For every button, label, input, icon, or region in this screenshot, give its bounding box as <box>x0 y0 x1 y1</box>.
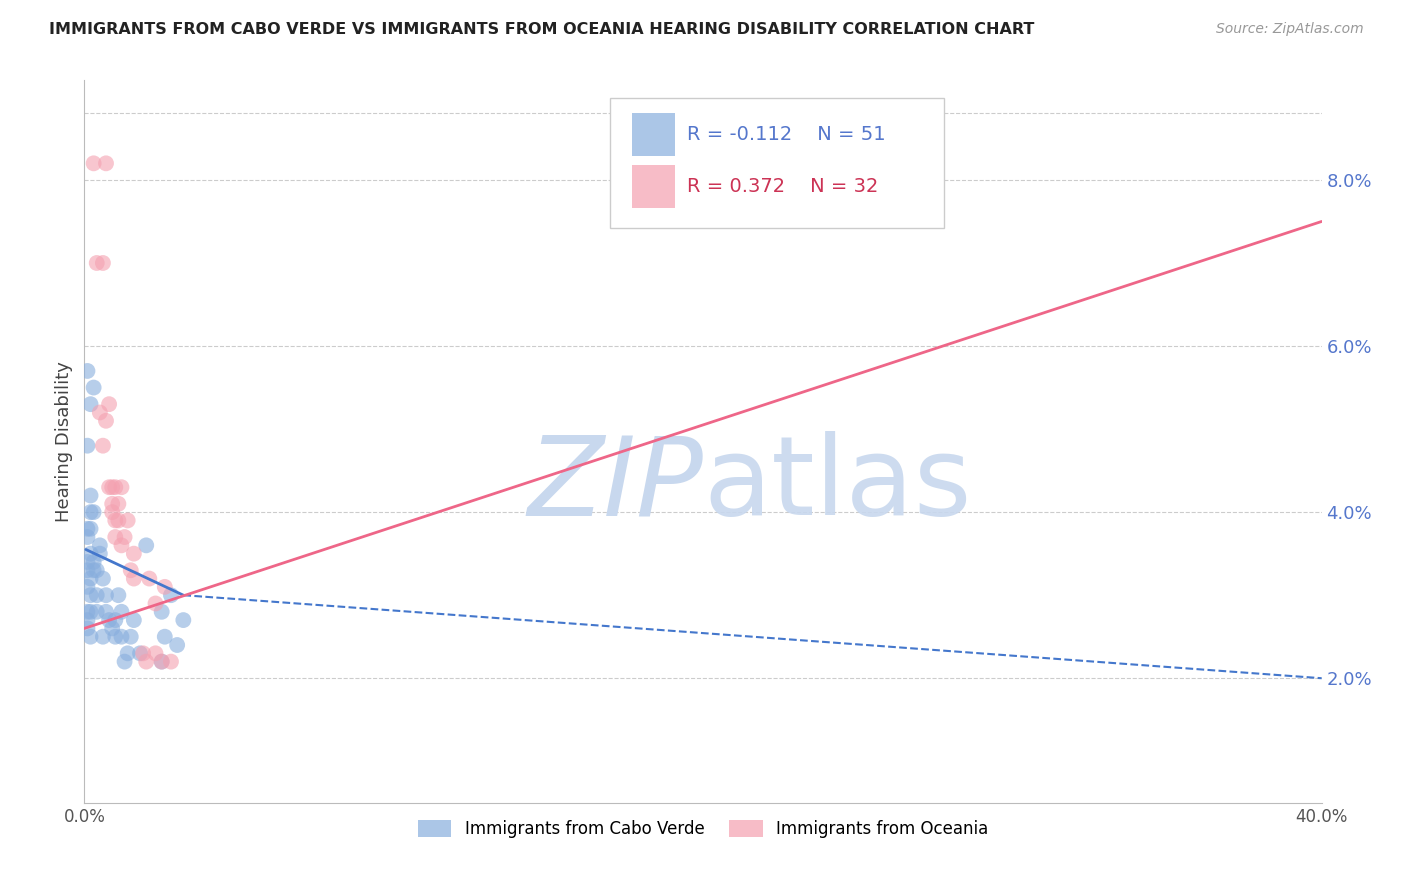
Text: R = -0.112    N = 51: R = -0.112 N = 51 <box>688 125 886 144</box>
Point <box>122 613 145 627</box>
Point <box>86 605 108 619</box>
Point <box>166 638 188 652</box>
Point <box>153 630 176 644</box>
Point <box>79 605 101 619</box>
Point <box>83 156 105 170</box>
Point <box>107 497 129 511</box>
Text: ZIP: ZIP <box>527 432 703 539</box>
Point <box>91 439 114 453</box>
Point <box>122 547 145 561</box>
Point <box>120 630 142 644</box>
Text: IMMIGRANTS FROM CABO VERDE VS IMMIGRANTS FROM OCEANIA HEARING DISABILITY CORRELA: IMMIGRANTS FROM CABO VERDE VS IMMIGRANTS… <box>49 22 1035 37</box>
Text: Source: ZipAtlas.com: Source: ZipAtlas.com <box>1216 22 1364 37</box>
Point <box>135 655 157 669</box>
Point <box>101 505 124 519</box>
Point <box>76 621 98 635</box>
Point <box>86 256 108 270</box>
Point <box>129 646 152 660</box>
Point <box>145 646 167 660</box>
Point <box>76 605 98 619</box>
Point <box>79 588 101 602</box>
Point <box>160 588 183 602</box>
Point <box>76 522 98 536</box>
Point <box>110 630 132 644</box>
Point <box>83 380 105 394</box>
Point <box>172 613 194 627</box>
Point <box>94 156 117 170</box>
Point <box>76 555 98 569</box>
Point <box>76 530 98 544</box>
FancyBboxPatch shape <box>610 98 945 228</box>
Point <box>114 530 136 544</box>
Point <box>98 613 121 627</box>
Point <box>98 397 121 411</box>
Point <box>104 613 127 627</box>
Point <box>91 630 114 644</box>
FancyBboxPatch shape <box>633 113 675 156</box>
Point <box>110 605 132 619</box>
Point <box>79 547 101 561</box>
Point <box>117 646 139 660</box>
Point <box>83 505 105 519</box>
Point <box>101 497 124 511</box>
Point <box>101 480 124 494</box>
Point <box>107 588 129 602</box>
Point <box>104 530 127 544</box>
Point <box>145 597 167 611</box>
Point <box>89 547 111 561</box>
Point <box>160 655 183 669</box>
Point <box>98 480 121 494</box>
Point <box>114 655 136 669</box>
Point <box>104 480 127 494</box>
Point <box>91 572 114 586</box>
Point <box>83 555 105 569</box>
FancyBboxPatch shape <box>633 165 675 208</box>
Point <box>110 480 132 494</box>
Y-axis label: Hearing Disability: Hearing Disability <box>55 361 73 522</box>
Point <box>101 621 124 635</box>
Point <box>79 489 101 503</box>
Point <box>150 605 173 619</box>
Point <box>150 655 173 669</box>
Point <box>79 630 101 644</box>
Point <box>76 563 98 577</box>
Point <box>104 513 127 527</box>
Point <box>76 580 98 594</box>
Point <box>153 580 176 594</box>
Point <box>132 646 155 660</box>
Point <box>79 572 101 586</box>
Point <box>94 605 117 619</box>
Point <box>83 563 105 577</box>
Point <box>86 563 108 577</box>
Point <box>79 397 101 411</box>
Point <box>76 364 98 378</box>
Point <box>110 538 132 552</box>
Point <box>135 538 157 552</box>
Point <box>117 513 139 527</box>
Point <box>76 439 98 453</box>
Point <box>89 538 111 552</box>
Point <box>107 513 129 527</box>
Point <box>76 613 98 627</box>
Point <box>91 256 114 270</box>
Point <box>79 505 101 519</box>
Text: atlas: atlas <box>703 432 972 539</box>
Point <box>89 405 111 419</box>
Legend: Immigrants from Cabo Verde, Immigrants from Oceania: Immigrants from Cabo Verde, Immigrants f… <box>411 814 995 845</box>
Point <box>104 630 127 644</box>
Point <box>86 588 108 602</box>
Point <box>150 655 173 669</box>
Point <box>122 572 145 586</box>
Point <box>138 572 160 586</box>
Point <box>94 414 117 428</box>
Text: R = 0.372    N = 32: R = 0.372 N = 32 <box>688 177 879 196</box>
Point <box>79 522 101 536</box>
Point <box>94 588 117 602</box>
Point <box>120 563 142 577</box>
